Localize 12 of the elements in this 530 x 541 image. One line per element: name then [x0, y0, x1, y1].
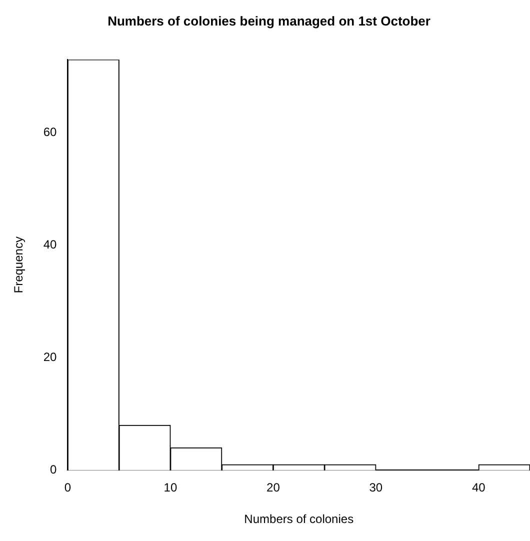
x-tick-label: 20 [266, 480, 280, 495]
y-tick-label: 60 [43, 125, 58, 140]
y-tick-label: 40 [43, 238, 58, 252]
x-tick-label: 40 [472, 480, 486, 495]
x-axis-title: Numbers of colonies [244, 512, 354, 526]
x-tick-label: 30 [369, 480, 383, 495]
chart-title: Numbers of colonies being managed on 1st October [108, 13, 430, 28]
y-tick-label: 20 [43, 350, 58, 364]
y-tick-label: 0 [50, 462, 58, 477]
x-tick-label: 0 [64, 480, 72, 495]
x-tick-label: 10 [164, 480, 178, 495]
y-axis-title: Frequency [12, 236, 26, 294]
